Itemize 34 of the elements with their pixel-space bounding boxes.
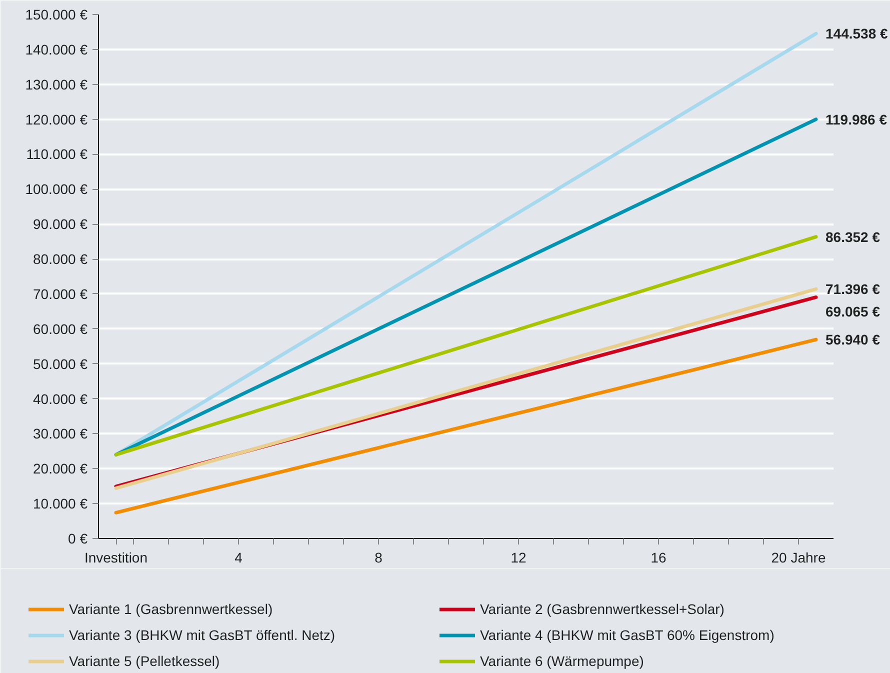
x-tick-label: 12 [510, 550, 526, 566]
data-label: 56.940 € [826, 332, 880, 348]
x-tick-label: 20 Jahre [771, 550, 826, 566]
legend-label: Variante 5 (Pelletkessel) [69, 653, 221, 669]
x-tick-label: 16 [650, 550, 666, 566]
x-tick-label: 8 [374, 550, 383, 566]
x-tick-label: Investition [84, 550, 148, 566]
y-tick-label: 60.000 € [33, 320, 88, 337]
legend-label: Variante 6 (Wärmepumpe) [480, 653, 645, 669]
data-label: 69.065 € [826, 303, 880, 320]
legend-label: Variante 1 (Gasbrennwertkessel) [69, 601, 274, 617]
data-label: 86.352 € [826, 228, 880, 245]
data-label: 144.538 € [826, 26, 888, 42]
y-tick-label: 50.000 € [33, 356, 88, 372]
y-tick-label: 140.000 € [25, 41, 88, 58]
y-tick-label: 90.000 € [33, 216, 88, 232]
y-tick-label: 10.000 € [33, 496, 88, 512]
y-tick-label: 40.000 € [33, 390, 88, 407]
y-tick-label: 80.000 € [33, 251, 88, 268]
y-tick-label: 120.000 € [25, 111, 88, 128]
y-tick-label: 130.000 € [25, 76, 88, 92]
legend-label: Variante 4 (BHKW mit GasBT 60% Eigenstrom) [480, 627, 776, 643]
x-tick-label: 4 [234, 550, 243, 566]
y-tick-label: 20.000 € [33, 460, 88, 477]
y-tick-label: 150.000 € [25, 6, 88, 22]
y-tick-label: 0 € [68, 530, 88, 546]
y-tick-label: 110.000 € [26, 146, 88, 162]
y-tick-label: 70.000 € [33, 286, 88, 302]
data-label: 119.986 € [826, 111, 888, 128]
legend-label: Variante 3 (BHKW mit GasBT öffentl. Netz) [69, 627, 336, 643]
data-label: 71.396 € [826, 281, 880, 298]
y-tick-label: 100.000 € [25, 181, 88, 198]
y-tick-label: 30.000 € [33, 426, 88, 442]
legend-label: Variante 2 (Gasbrennwertkessel+Solar) [480, 601, 726, 617]
